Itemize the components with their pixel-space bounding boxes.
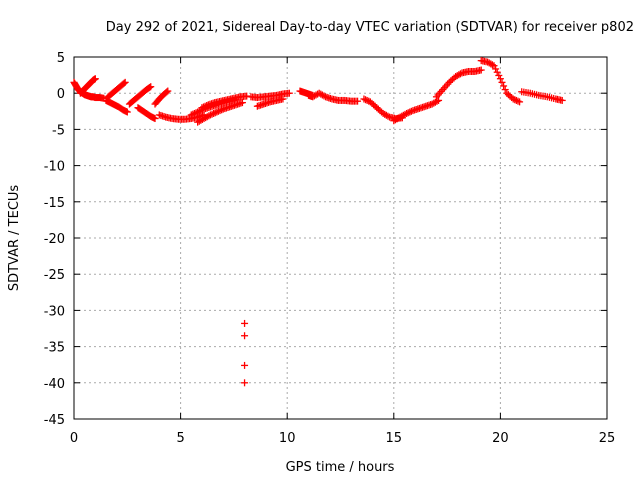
data-point xyxy=(384,112,392,120)
data-point xyxy=(120,79,128,87)
data-point xyxy=(362,96,370,104)
data-point xyxy=(200,103,208,111)
data-point xyxy=(558,96,566,104)
data-point xyxy=(195,107,203,115)
data-point xyxy=(147,83,155,91)
y-tick-label: -40 xyxy=(44,377,65,392)
y-tick-label: -25 xyxy=(44,268,65,283)
data-point xyxy=(477,66,485,74)
data-point xyxy=(493,68,501,76)
y-tick-label: 5 xyxy=(57,51,65,66)
data-point xyxy=(210,109,218,117)
data-point xyxy=(512,96,520,104)
y-tick-label: -45 xyxy=(44,413,65,428)
y-tick-label: -5 xyxy=(52,123,65,138)
data-points xyxy=(70,57,566,387)
x-tick-label: 5 xyxy=(176,431,184,446)
data-point xyxy=(241,319,249,327)
x-tick-label: 0 xyxy=(70,431,78,446)
y-tick-label: 0 xyxy=(57,87,65,102)
data-point xyxy=(201,102,209,110)
data-point xyxy=(490,62,498,70)
data-point xyxy=(208,110,216,118)
data-point xyxy=(406,108,414,116)
data-point xyxy=(354,97,362,105)
data-point xyxy=(198,104,206,112)
data-point xyxy=(241,379,249,387)
data-point xyxy=(163,88,171,96)
data-point xyxy=(401,110,409,118)
data-point xyxy=(164,87,172,95)
y-tick-label: -35 xyxy=(44,341,65,356)
data-point xyxy=(514,97,522,105)
data-point xyxy=(456,70,464,78)
gridlines xyxy=(74,57,607,419)
data-point xyxy=(360,95,368,103)
chart-title: Day 292 of 2021, Sidereal Day-to-day VTE… xyxy=(106,20,634,35)
data-point xyxy=(403,109,411,117)
data-point xyxy=(213,108,221,116)
data-point xyxy=(241,332,249,340)
x-axis-label: GPS time / hours xyxy=(286,460,395,475)
data-point xyxy=(407,107,415,115)
data-point xyxy=(238,99,246,107)
y-axis-label: SDTVAR / TECUs xyxy=(7,185,22,292)
data-point xyxy=(496,75,504,83)
y-tick-label: -10 xyxy=(44,160,65,175)
data-point xyxy=(516,98,524,106)
data-point xyxy=(509,95,517,103)
data-point xyxy=(192,109,200,117)
data-point xyxy=(279,95,287,103)
data-point xyxy=(320,92,328,100)
x-tick-label: 15 xyxy=(386,431,403,446)
x-tick-label: 20 xyxy=(492,431,509,446)
data-point xyxy=(194,108,202,116)
axis-ticks: 0 5 10 15 20 25 5 0 -5 -10 -15 -20 -25 -30 -35 -40 -45 xyxy=(44,51,616,446)
data-point xyxy=(243,92,251,100)
data-point xyxy=(151,115,159,123)
data-point xyxy=(190,109,198,117)
data-point xyxy=(511,96,519,104)
data-point xyxy=(500,82,508,90)
data-point xyxy=(495,71,503,79)
y-tick-label: -15 xyxy=(44,196,65,211)
data-point xyxy=(146,83,154,91)
data-point xyxy=(123,108,131,116)
data-point xyxy=(211,109,219,117)
data-point xyxy=(404,109,412,117)
data-point xyxy=(488,61,496,69)
y-tick-label: -20 xyxy=(44,232,65,247)
data-point xyxy=(121,78,129,86)
data-point xyxy=(285,89,293,97)
data-point xyxy=(498,78,506,86)
y-tick-label: -30 xyxy=(44,304,65,319)
data-point xyxy=(189,110,197,118)
data-point xyxy=(206,111,214,119)
data-point xyxy=(91,75,99,83)
data-point xyxy=(203,102,211,110)
data-point xyxy=(241,361,249,369)
data-point xyxy=(363,96,371,104)
data-point xyxy=(501,86,509,94)
x-tick-label: 10 xyxy=(279,431,296,446)
data-point xyxy=(214,107,222,115)
x-tick-label: 25 xyxy=(599,431,616,446)
data-point xyxy=(492,65,500,73)
data-point xyxy=(205,112,213,120)
data-point xyxy=(218,106,226,114)
data-point xyxy=(187,111,195,119)
data-point xyxy=(216,107,224,115)
